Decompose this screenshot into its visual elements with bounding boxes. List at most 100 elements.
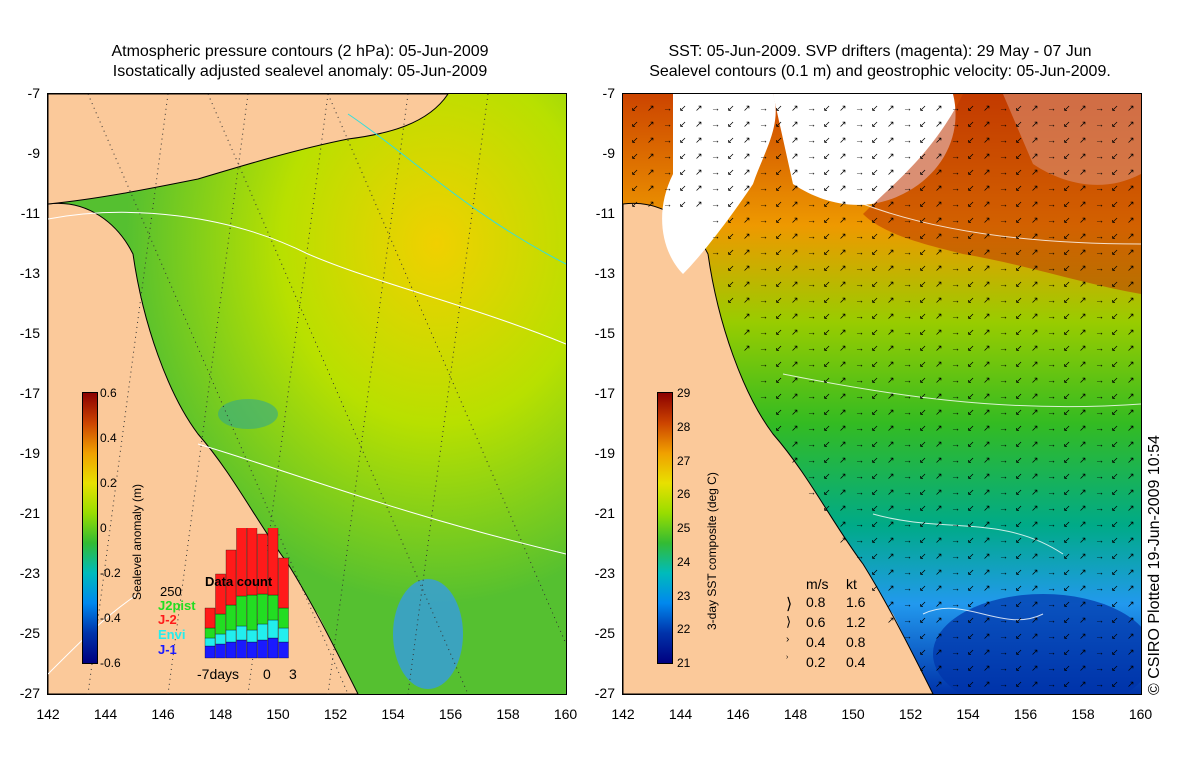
velocity-arrow-icon: ↙ (919, 119, 927, 129)
velocity-arrow-icon: ↗ (1031, 615, 1039, 625)
velocity-arrow-icon: ↙ (871, 375, 879, 385)
velocity-arrow-icon: → (855, 183, 864, 193)
velocity-arrow-icon: ↙ (1063, 439, 1071, 449)
velocity-arrow-icon: → (807, 439, 816, 449)
velocity-arrow-icon: ↗ (1079, 103, 1087, 113)
colorbar-tick-label: 26 (677, 487, 691, 502)
velocity-arrow-icon: ↙ (871, 407, 879, 417)
y-tick-label: -13 (594, 265, 615, 281)
velocity-arrow-icon: ↗ (695, 151, 703, 161)
velocity-arrow-icon: ↗ (935, 295, 943, 305)
velocity-arrow-icon: → (951, 199, 960, 209)
y-tick-label: -15 (594, 325, 615, 341)
velocity-arrow-icon: ↙ (871, 231, 879, 241)
velocity-arrow-icon: ↗ (983, 407, 991, 417)
velocity-arrow-icon: ↙ (919, 167, 927, 177)
velocity-arrow-icon: → (1095, 615, 1104, 625)
velocity-arrow-icon: → (999, 327, 1008, 337)
velocity-arrow-icon: ↙ (679, 199, 687, 209)
vector-legend-kt: 0.4 (846, 654, 866, 670)
velocity-arrow-icon: ↗ (887, 327, 895, 337)
velocity-arrow-icon: ↗ (839, 519, 847, 529)
velocity-arrow-icon: ↗ (743, 311, 751, 321)
velocity-arrow-icon: → (999, 135, 1008, 145)
velocity-arrow-icon: ↗ (983, 615, 991, 625)
velocity-arrow-icon: ↙ (1111, 167, 1119, 177)
velocity-arrow-icon: ↗ (887, 279, 895, 289)
velocity-arrow-icon: ↙ (919, 567, 927, 577)
velocity-arrow-icon: ↗ (839, 359, 847, 369)
velocity-arrow-icon: → (855, 471, 864, 481)
data-count-bar (204, 645, 216, 659)
velocity-arrow-icon: ↙ (823, 119, 831, 129)
x-tick-label: 160 (1128, 706, 1153, 722)
velocity-arrow-icon: ↙ (823, 215, 831, 225)
velocity-arrow-icon: ↗ (839, 343, 847, 353)
velocity-arrow-icon: ↙ (967, 487, 975, 497)
velocity-arrow-icon: ↙ (967, 135, 975, 145)
velocity-arrow-icon: ↗ (695, 103, 703, 113)
velocity-arrow-icon: ↗ (839, 263, 847, 273)
velocity-arrow-icon: ↗ (647, 103, 655, 113)
velocity-arrow-icon: ↙ (1015, 231, 1023, 241)
velocity-arrow-icon: → (951, 503, 960, 513)
velocity-arrow-icon: → (855, 231, 864, 241)
velocity-arrow-icon: ↙ (967, 407, 975, 417)
velocity-arrow-icon: ↙ (823, 471, 831, 481)
velocity-arrow-icon: ↗ (1031, 679, 1039, 689)
velocity-arrow-icon: ↗ (983, 631, 991, 641)
velocity-arrow-icon: → (807, 359, 816, 369)
colorbar-tick-label: 23 (677, 588, 691, 603)
velocity-arrow-icon: ↗ (983, 327, 991, 337)
velocity-arrow-icon: ↙ (871, 119, 879, 129)
velocity-arrow-icon: → (807, 327, 816, 337)
velocity-arrow-icon: ↙ (1015, 583, 1023, 593)
vector-legend-header-kt: kt (846, 576, 857, 592)
velocity-arrow-icon: → (1047, 151, 1056, 161)
data-count-bar (204, 637, 216, 647)
velocity-arrow-icon: ↙ (871, 279, 879, 289)
low-anomaly-patch (393, 579, 463, 689)
velocity-arrow-icon: ↙ (727, 167, 735, 177)
colorbar-tick-label: -0.2 (100, 566, 121, 580)
vector-legend-arrow-icon: › (786, 634, 790, 645)
velocity-arrow-icon: ↙ (919, 503, 927, 513)
velocity-arrow-icon: → (855, 327, 864, 337)
velocity-arrow-icon: → (1047, 407, 1056, 417)
velocity-arrow-icon: → (759, 311, 768, 321)
velocity-arrow-icon: ↗ (935, 519, 943, 529)
velocity-arrow-icon: → (1047, 471, 1056, 481)
velocity-arrow-icon: ↗ (935, 135, 943, 145)
velocity-arrow-icon: → (1095, 407, 1104, 417)
velocity-arrow-icon: ↙ (1015, 631, 1023, 641)
x-tick-label: 156 (1013, 706, 1038, 722)
velocity-arrow-icon: ↙ (1063, 535, 1071, 545)
velocity-arrow-icon: → (1095, 487, 1104, 497)
velocity-arrow-icon: ↗ (1127, 631, 1135, 641)
velocity-arrow-icon: → (855, 343, 864, 353)
colorbar-tick-label: 0.4 (100, 431, 117, 445)
velocity-arrow-icon: → (855, 263, 864, 273)
sealevel-colorbar-label: Sealevel anomaly (m) (130, 483, 144, 600)
velocity-arrow-icon: ↙ (1015, 487, 1023, 497)
velocity-arrow-icon: ↗ (791, 295, 799, 305)
velocity-arrow-icon: → (1047, 135, 1056, 145)
velocity-arrow-icon: ↙ (967, 599, 975, 609)
velocity-arrow-icon: → (1047, 359, 1056, 369)
velocity-arrow-icon: ↙ (1063, 199, 1071, 209)
velocity-arrow-icon: ↙ (919, 263, 927, 273)
velocity-arrow-icon: ↙ (967, 247, 975, 257)
data-count-bar (215, 633, 226, 645)
velocity-arrow-icon: → (903, 567, 912, 577)
velocity-arrow-icon: ↙ (1111, 583, 1119, 593)
velocity-arrow-icon: → (1047, 551, 1056, 561)
velocity-arrow-icon: ↗ (839, 199, 847, 209)
velocity-arrow-icon: ↗ (1127, 535, 1135, 545)
velocity-arrow-icon: → (807, 151, 816, 161)
velocity-arrow-icon: → (999, 407, 1008, 417)
velocity-arrow-icon: ↗ (647, 167, 655, 177)
velocity-arrow-icon: → (903, 359, 912, 369)
velocity-arrow-icon: ↙ (1063, 215, 1071, 225)
velocity-arrow-icon: ↗ (791, 119, 799, 129)
velocity-arrow-icon: → (855, 199, 864, 209)
